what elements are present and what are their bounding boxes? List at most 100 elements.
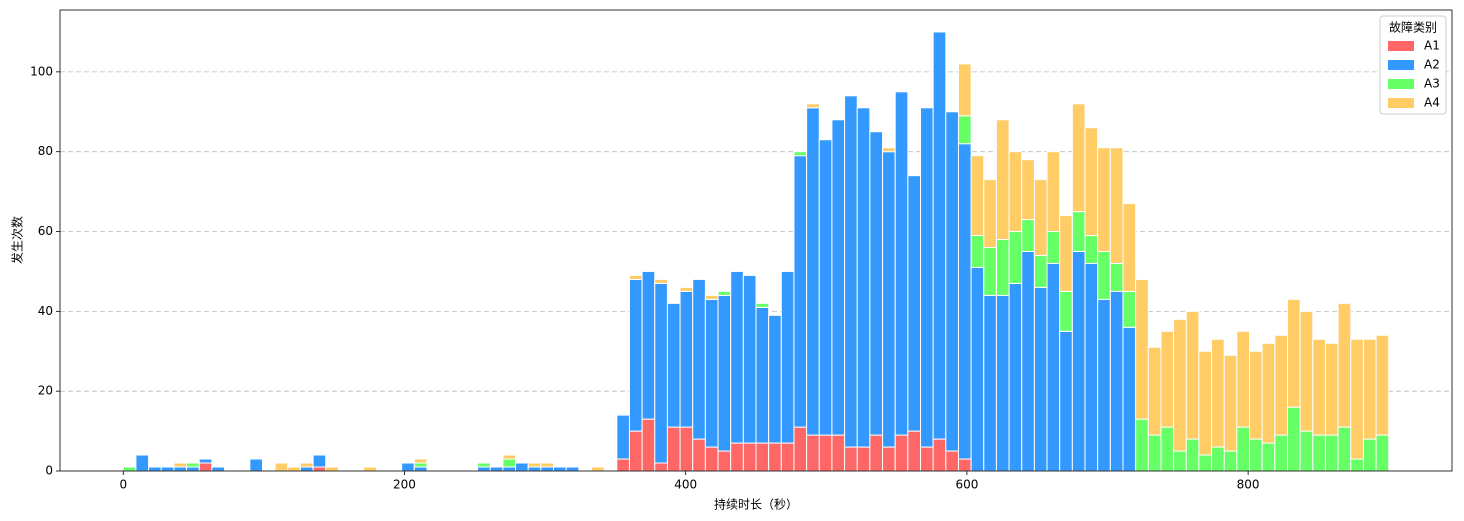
bar — [1122, 203, 1137, 292]
bar — [540, 466, 555, 472]
bar — [1375, 334, 1390, 436]
bar — [477, 462, 491, 468]
bar — [970, 266, 985, 472]
bar — [590, 466, 605, 472]
bar — [1299, 310, 1314, 432]
bar — [173, 466, 188, 472]
legend-swatch — [1388, 60, 1414, 70]
bar — [1312, 338, 1326, 436]
bar — [413, 462, 428, 468]
bar — [1286, 406, 1301, 472]
bar — [553, 466, 567, 472]
bar — [502, 458, 517, 468]
bar — [1008, 151, 1023, 233]
bar — [717, 290, 732, 296]
bar — [1274, 434, 1288, 472]
bar — [654, 462, 668, 472]
bar — [717, 450, 732, 472]
bar — [654, 278, 668, 284]
bar — [882, 147, 896, 153]
bar — [957, 143, 972, 460]
legend-label: A2 — [1424, 58, 1440, 72]
plot-frame — [59, 9, 1453, 472]
y-tick-label: 100 — [30, 64, 53, 78]
bar — [299, 466, 314, 472]
bar — [1261, 342, 1276, 444]
bar — [515, 462, 529, 472]
bar — [1198, 350, 1213, 456]
bar — [1261, 442, 1276, 472]
bar — [1160, 426, 1175, 472]
y-tick-label: 60 — [38, 224, 53, 238]
bar — [1046, 151, 1061, 233]
bar — [793, 426, 808, 472]
bar — [1071, 250, 1086, 472]
bar — [920, 107, 934, 448]
bar — [818, 434, 833, 472]
legend-swatch — [1388, 98, 1414, 108]
bar — [527, 462, 542, 468]
bar — [742, 442, 757, 472]
bar — [249, 458, 263, 472]
bar — [1286, 298, 1301, 408]
bar — [1324, 434, 1339, 472]
legend: 故障类别 A1 A2 A3 A4 — [1379, 15, 1447, 115]
bar — [401, 462, 415, 472]
x-tick-label: 800 — [1237, 478, 1260, 492]
bar — [882, 151, 896, 448]
axes: 0 20 40 60 80 100 0 200 400 600 800 — [30, 64, 1259, 491]
bar — [287, 466, 301, 472]
bar — [1033, 286, 1048, 472]
y-axis-label: 发生次数 — [10, 216, 25, 264]
bar — [1173, 450, 1187, 472]
bar — [1236, 426, 1251, 472]
bar — [945, 450, 959, 472]
bar — [1350, 338, 1364, 460]
bar — [325, 466, 339, 472]
bar — [502, 454, 517, 460]
bar — [1211, 338, 1225, 448]
bar — [641, 270, 656, 420]
bar — [768, 314, 782, 444]
bar — [628, 278, 643, 432]
y-tick-label: 40 — [38, 304, 53, 318]
bar — [692, 278, 706, 440]
bar — [413, 458, 428, 464]
bar — [312, 466, 327, 472]
bar — [818, 139, 833, 436]
x-tick-label: 400 — [674, 478, 697, 492]
bar — [844, 95, 858, 448]
bar — [1337, 302, 1352, 428]
bars — [122, 31, 1390, 472]
bar — [730, 442, 744, 472]
bar — [666, 426, 681, 472]
bar — [907, 430, 922, 472]
bar — [831, 434, 846, 472]
bar — [957, 458, 972, 472]
bar — [692, 438, 706, 472]
bar — [755, 302, 770, 308]
bar — [122, 466, 137, 472]
bar — [983, 294, 997, 472]
bar — [1249, 350, 1263, 440]
bar — [1362, 338, 1377, 440]
bar — [540, 462, 555, 468]
bar — [666, 302, 681, 428]
bar — [1109, 147, 1124, 264]
bar — [1223, 450, 1238, 472]
bar — [198, 462, 213, 472]
bar — [654, 282, 668, 464]
bar — [717, 294, 732, 452]
bar — [894, 91, 909, 436]
bar — [1109, 290, 1124, 472]
bar — [1021, 159, 1035, 221]
bar — [869, 131, 884, 436]
bar — [1008, 282, 1023, 472]
bar — [704, 294, 719, 300]
bar — [1046, 262, 1061, 472]
bar — [793, 151, 808, 157]
bar — [869, 434, 884, 472]
bar — [856, 107, 871, 448]
bar — [160, 466, 175, 472]
